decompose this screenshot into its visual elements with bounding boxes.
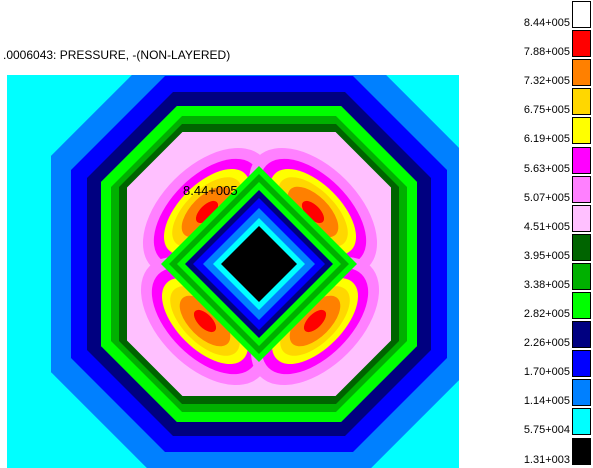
contour-bands [51,75,459,468]
pressure-lobe-peak [195,200,219,224]
legend-swatch [572,175,591,203]
max-value-annotation: 8.44+005 [183,183,238,198]
pressure-lobe-peak [301,200,325,224]
legend-label: 5.75+004 [523,424,570,437]
legend-swatch [572,292,591,319]
legend-color-bar [572,0,593,468]
legend-label: 3.38+005 [523,278,570,291]
legend-label: 2.26+005 [523,337,570,350]
legend-label: 1.31+003 [523,453,570,466]
legend-swatch [572,437,591,465]
pressure-lobe-peak [303,309,327,333]
legend-label: 5.63+005 [523,162,570,175]
legend-labels: 8.44+005 7.88+005 7.32+005 6.75+005 6.19+005… [524,0,570,468]
legend-swatch [572,350,591,378]
contour-plot: 8.44+005 [51,75,459,468]
legend-label: 6.75+005 [523,104,570,117]
legend-label: 8.44+005 [523,17,570,29]
legend-swatch [572,408,591,436]
pressure-lobe-peak [193,309,217,333]
legend-swatch [572,30,591,58]
legend-swatch [572,379,591,407]
legend-swatch [572,59,591,87]
legend-swatch [572,117,591,145]
legend-swatch [572,146,591,174]
legend-label: 7.88+005 [523,46,570,59]
legend-label: 1.70+005 [523,366,570,379]
legend-label: 6.19+005 [523,133,570,146]
legend-swatch [572,262,591,290]
legend-label: 3.95+005 [523,249,570,262]
legend-swatch [572,321,591,349]
legend-label: 4.51+005 [523,220,570,233]
legend-label: 7.32+005 [523,75,570,88]
plot-title: .0006043: PRESSURE, -(NON-LAYERED) [3,48,231,62]
legend-swatch [572,1,591,28]
contour-plot-area: 8.44+005 [7,75,459,468]
legend-swatch [572,233,591,261]
center-core [221,226,297,302]
legend-swatch [572,204,591,232]
legend-label: 2.82+005 [523,308,570,320]
legend-label: 5.07+005 [523,191,570,204]
legend-swatch [572,88,591,116]
legend-label: 1.14+005 [523,395,570,408]
